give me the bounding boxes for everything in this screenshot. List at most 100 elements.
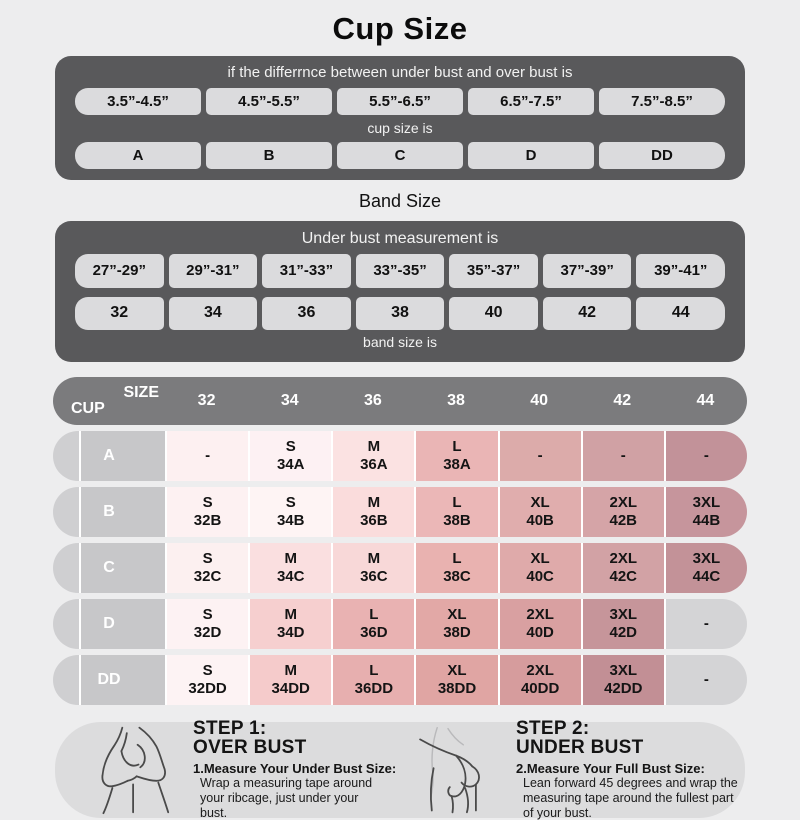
matrix-header-row: SIZE CUP 32 34 36 38 40 42 44 [53,376,747,425]
cup-difference-range-row: 3.5”-4.5” 4.5”-5.5” 5.5”-6.5” 6.5”-7.5” 7.5”… [75,88,725,115]
matrix-row-cup-a: A - S 34A M 36A L 38A - - - [53,430,747,481]
matrix-size-cell: M 34D [248,598,332,649]
matrix-cell-code-label: 32D [193,623,222,641]
matrix-cell-size-label: 3XL [692,494,721,512]
matrix-size-cell: S 32B [165,486,249,537]
step2-instruction-lead: 2.Measure Your Full Bust Size: [516,761,705,777]
matrix-cell-size-label: S [285,494,296,512]
band-size-panel: Under bust measurement is 27”-29” 29”-31”… [55,220,745,362]
matrix-cell-code-label: 34C [276,567,305,585]
underbust-range-cell: 33”-35” [355,253,445,288]
band-value-cell: 40 [449,296,538,330]
cup-letter-cell: C [337,141,463,169]
matrix-cell-code-label: 34DD [271,679,310,697]
matrix-cell-code-label: 42D [609,623,638,641]
matrix-cell-size-label: XL [447,662,467,680]
matrix-cell-code-label: 42C [609,567,638,585]
matrix-cell-size-label: M [284,550,297,568]
matrix-cell-code-label: 42DD [604,679,643,697]
matrix-empty-cell: - [497,430,581,481]
matrix-size-cell: S 32DD [165,654,249,705]
underbust-range-row: 27”-29” 29”-31” 31”-33” 33”-35” 35”-37” 37”-3… [75,253,726,288]
matrix-cell-size-label: L [452,494,462,512]
matrix-size-cell: M 36A [331,430,415,481]
underbust-range-cell: 37”-39” [542,253,632,288]
matrix-column-header: 36 [363,391,382,409]
matrix-cell-size-label: S [202,494,213,512]
matrix-cell-size-label: 3XL [609,662,638,680]
woman-measuring-over-bust-figure-icon [101,726,170,814]
matrix-size-cell: S 34A [248,430,332,481]
matrix-cell-size-label: L [452,438,462,456]
matrix-size-cell: L 38B [414,486,498,537]
matrix-cell-code-label: 34D [276,623,305,641]
matrix-size-cell: XL 38D [414,598,498,649]
matrix-size-cell: 3XL 44B [663,486,747,537]
matrix-size-cell: XL 38DD [414,654,498,705]
matrix-size-cell: 2XL 40DD [497,654,581,705]
step1-instruction-body: Wrap a measuring tape around your ribcag… [200,776,373,820]
matrix-cell-code-label: 38DD [437,679,477,697]
matrix-cell-size-label: - [703,670,709,688]
matrix-column-header: 40 [530,391,549,409]
matrix-cell-size-label: XL [530,550,550,568]
band-size-title: Band Size [358,190,442,211]
matrix-cell-size-label: - [703,614,709,632]
matrix-cell-size-label: S [202,550,213,568]
band-value-cell: 36 [262,296,351,330]
matrix-column-header: 32 [197,391,216,409]
matrix-cell-code-label: 32C [193,567,222,585]
matrix-size-cell: S 32D [165,598,249,649]
matrix-cell-code-label: 44C [692,567,721,585]
underbust-range-cell: 27”-29” [75,253,164,288]
matrix-cell-size-label: 3XL [609,606,638,624]
matrix-size-cell: L 38C [414,542,498,593]
matrix-row-cup-d: D S 32D M 34D L 36D XL 38D 2XL 40D 3XL 42D - [53,598,747,649]
matrix-cell-code-label: 36A [360,455,388,473]
matrix-size-cell: S 34B [248,486,332,537]
matrix-cell-code-label: 40D [526,623,554,641]
band-value-row: 32 34 36 38 40 42 44 [75,296,726,330]
underbust-range-cell: 29”-31” [168,253,258,288]
step2-title-line2: UNDER BUST [516,737,644,759]
matrix-cup-row-label: B [53,486,165,537]
matrix-cell-size-label: L [369,662,379,680]
band-panel-header-label: Under bust measurement is [301,229,499,247]
matrix-cell-size-label: - [205,446,211,464]
cup-difference-range-cell: 3.5”-4.5” [75,88,201,115]
matrix-cell-code-label: 38A [443,455,471,473]
matrix-cell-code-label: 36C [360,567,388,585]
matrix-corner-cup-label: CUP [71,399,105,417]
matrix-size-cell: 3XL 42DD [580,654,664,705]
matrix-cell-code-label: 34B [276,511,305,529]
matrix-empty-cell: - [165,430,249,481]
matrix-size-cell: XL 40B [497,486,581,537]
underbust-range-cell: 35”-37” [449,253,538,288]
matrix-size-cell: M 36C [331,542,415,593]
underbust-range-cell: 31”-33” [262,253,351,288]
size-chart-infographic: { "title": "Cup Size", "cup_section": { … [53,11,747,820]
matrix-row-cup-b: B S 32B S 34B M 36B L 38B XL 40B 2XL 42B 3XL 44B [53,486,747,537]
matrix-empty-cell: - [663,598,747,649]
matrix-cell-size-label: M [367,494,381,512]
matrix-cell-size-label: S [202,606,213,624]
matrix-size-cell: 3XL 42D [580,598,664,649]
step2-under-bust-block: STEP 2: UNDER BUST 2.Measure Your Full B… [400,719,745,820]
matrix-cell-size-label: S [202,662,213,680]
matrix-cell-code-label: 36D [360,623,388,641]
size-matrix-table: SIZE CUP 32 34 36 38 40 42 44 A - S 34A M 36A L 38A - -… [53,376,747,705]
matrix-cell-code-label: 44B [692,511,721,529]
step1-title-line2: OVER BUST [193,737,307,759]
band-value-cell: 32 [75,296,164,330]
band-value-cell: 34 [168,296,258,330]
band-value-cell: 42 [542,296,632,330]
matrix-cell-code-label: 40DD [520,679,560,697]
matrix-cell-size-label: L [452,550,462,568]
matrix-cell-code-label: 40C [526,567,554,585]
cup-letter-cell: B [206,141,332,169]
matrix-size-cell: M 36B [331,486,415,537]
cup-letter-cell: D [468,141,594,169]
matrix-row-cup-dd: DD S 32DD M 34DD L 36DD XL 38DD 2XL 40DD 3XL 42DD - [53,654,747,705]
step2-title-line1: STEP 2: [516,718,590,740]
cup-difference-range-cell: 7.5”-8.5” [599,88,725,115]
